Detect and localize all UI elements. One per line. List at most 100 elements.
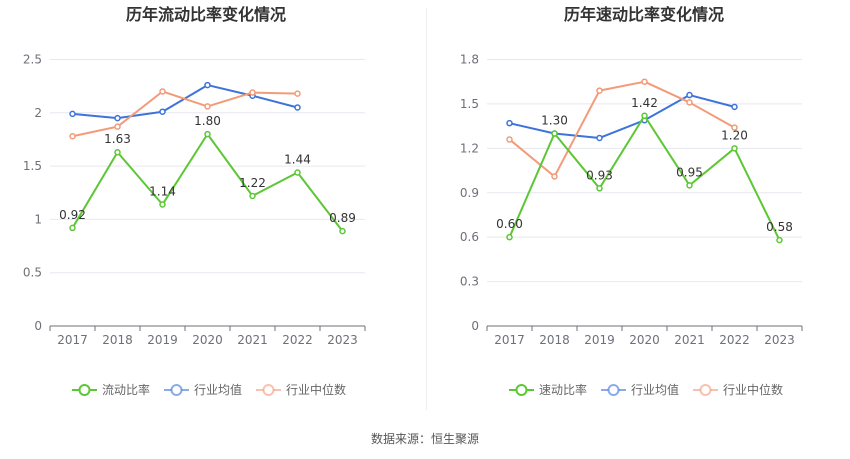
charts-canvas: 历年流动比率变化情况 0 0.5 1 1.5 2 2.5 2017 2018 2019 2020 20… xyxy=(23,5,803,410)
chart-panel-2: 历年速动比率变化情况 0 0.3 0.6 0.9 1.2 1.5 1.8 2017 2018 201… xyxy=(460,5,803,397)
x-tick-label: 2023 xyxy=(327,333,358,347)
x-tick-label: 2022 xyxy=(719,333,750,347)
x-tick-label: 2020 xyxy=(629,333,660,347)
data-point-median xyxy=(249,89,256,96)
y-tick-label: 1.2 xyxy=(460,141,479,155)
data-point-avg xyxy=(69,110,76,118)
y-tick-label: 1 xyxy=(34,212,42,226)
x-tick-label: 2019 xyxy=(584,333,615,347)
data-point-median xyxy=(204,103,211,110)
data-label: 1.42 xyxy=(631,96,658,110)
data-label: 1.63 xyxy=(104,132,131,146)
x-tick-label: 2022 xyxy=(282,333,313,347)
legend-item-main: 速动比率 xyxy=(509,382,587,397)
data-point-main xyxy=(204,130,211,138)
chart-title: 历年流动比率变化情况 xyxy=(126,5,286,24)
data-label: 0.60 xyxy=(496,217,523,231)
y-tick-label: 0.3 xyxy=(460,275,479,289)
chart-panel-1: 历年流动比率变化情况 0 0.5 1 1.5 2 2.5 2017 2018 2019 2020 20… xyxy=(23,5,366,397)
data-label: 0.92 xyxy=(59,208,86,222)
data-point-median xyxy=(294,90,301,97)
data-point-main xyxy=(686,182,693,189)
data-label: 0.89 xyxy=(329,211,356,225)
data-point-avg xyxy=(731,103,738,111)
x-tick-label: 2021 xyxy=(674,333,705,347)
y-tick-label: 0.6 xyxy=(460,230,479,244)
series-line-median xyxy=(508,80,735,178)
data-point-main xyxy=(596,185,603,192)
data-point-main xyxy=(294,169,301,176)
y-tick-label: 2.5 xyxy=(23,53,42,67)
data-label: 1.22 xyxy=(239,176,266,190)
data-point-main xyxy=(159,201,166,208)
data-point-main xyxy=(114,148,121,156)
data-label: 1.14 xyxy=(149,184,176,198)
legend-item-avg: 行业均值 xyxy=(601,382,679,397)
data-point-avg xyxy=(596,134,603,142)
data-point-median xyxy=(69,133,76,140)
x-tick-label: 2017 xyxy=(57,333,88,347)
data-point-median xyxy=(114,123,121,130)
data-label: 1.44 xyxy=(284,152,311,166)
data-point-median xyxy=(506,136,513,143)
data-label: 1.80 xyxy=(194,114,221,128)
data-point-avg xyxy=(114,114,121,122)
y-tick-label: 1.5 xyxy=(23,159,42,173)
data-label: 0.95 xyxy=(676,165,703,179)
y-tick-label: 2 xyxy=(34,106,42,120)
data-point-main xyxy=(731,145,738,152)
data-point-median xyxy=(159,88,166,95)
series-line-median xyxy=(72,90,298,138)
data-point-median xyxy=(731,124,738,131)
legend-label: 流动比率 xyxy=(102,382,150,397)
legend-marker xyxy=(170,384,183,396)
y-tick-label: 0.9 xyxy=(460,186,479,200)
data-point-median xyxy=(596,87,603,94)
data-point-main xyxy=(641,112,648,120)
data-label: 0.58 xyxy=(766,220,793,234)
data-point-avg xyxy=(159,108,166,115)
data-point-main xyxy=(339,227,346,235)
x-tick-label: 2023 xyxy=(764,333,795,347)
x-tick-label: 2018 xyxy=(102,333,133,347)
data-point-main xyxy=(776,236,783,244)
x-tick-label: 2019 xyxy=(147,333,178,347)
legend-label: 行业均值 xyxy=(631,382,679,397)
y-tick-label: 0.5 xyxy=(23,266,42,280)
data-point-main xyxy=(551,130,558,137)
legend-item-main: 流动比率 xyxy=(72,382,150,397)
legend-marker xyxy=(262,384,275,396)
data-point-median xyxy=(551,173,558,180)
data-point-median xyxy=(641,78,648,85)
legend-item-avg: 行业均值 xyxy=(164,382,242,397)
y-tick-label: 1.5 xyxy=(460,97,479,111)
legend-marker xyxy=(515,384,528,396)
data-point-main xyxy=(249,192,256,200)
legend-label: 行业中位数 xyxy=(723,382,783,397)
data-point-median xyxy=(686,99,693,106)
series-line-main xyxy=(71,133,344,232)
data-point-avg xyxy=(204,81,211,89)
legend-label: 行业中位数 xyxy=(286,382,346,397)
y-tick-label: 0 xyxy=(34,319,42,333)
data-label: 1.20 xyxy=(721,128,748,142)
data-source-footer: 数据来源：恒生聚源 xyxy=(370,432,479,446)
legend-marker xyxy=(699,384,712,396)
data-point-main xyxy=(69,224,76,232)
y-tick-label: 1.8 xyxy=(460,53,479,67)
x-tick-label: 2020 xyxy=(192,333,223,347)
data-point-avg xyxy=(506,119,513,127)
chart-title: 历年速动比率变化情况 xyxy=(564,5,724,24)
data-point-main xyxy=(506,233,513,241)
x-tick-label: 2017 xyxy=(494,333,525,347)
series-line-avg xyxy=(509,94,735,139)
legend-label: 行业均值 xyxy=(194,382,242,397)
legend-item-median: 行业中位数 xyxy=(693,382,783,397)
data-point-avg xyxy=(294,104,301,111)
data-label: 0.93 xyxy=(586,168,613,182)
x-tick-label: 2018 xyxy=(539,333,570,347)
legend-item-median: 行业中位数 xyxy=(256,382,346,397)
legend-marker xyxy=(607,384,620,396)
data-point-avg xyxy=(686,91,693,99)
